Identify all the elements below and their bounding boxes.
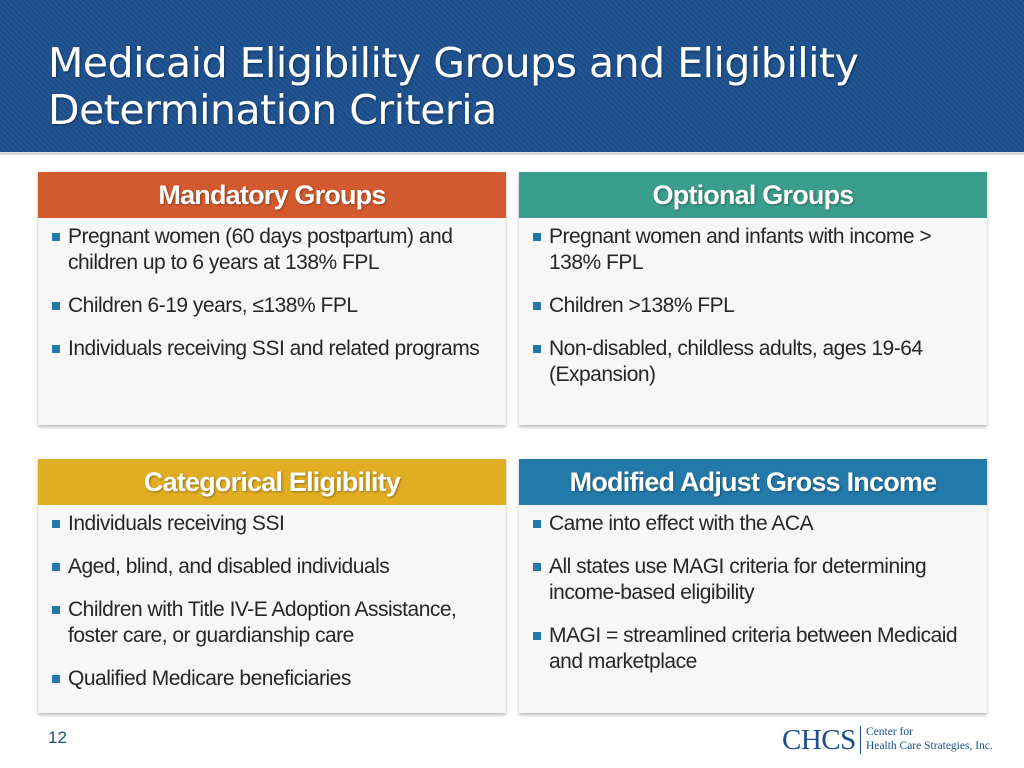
square-bullet-icon: [533, 302, 541, 310]
list-item: Individuals receiving SSI and related pr…: [52, 336, 496, 362]
magi-box: Modified Adjust Gross Income Came into e…: [519, 459, 987, 713]
square-bullet-icon: [52, 606, 60, 614]
list-item-text: All states use MAGI criteria for determi…: [549, 555, 927, 604]
list-item: Came into effect with the ACA: [533, 511, 977, 537]
list-item: All states use MAGI criteria for determi…: [533, 554, 977, 606]
mandatory-groups-box: Mandatory Groups Pregnant women (60 days…: [38, 172, 506, 425]
logo-line-2: Health Care Strategies, Inc.: [866, 740, 993, 752]
list-item-text: MAGI = streamlined criteria between Medi…: [549, 624, 958, 673]
list-item-text: Individuals receiving SSI and related pr…: [68, 337, 480, 360]
list-item: MAGI = streamlined criteria between Medi…: [533, 623, 977, 675]
list-item: Children >138% FPL: [533, 293, 977, 319]
square-bullet-icon: [52, 563, 60, 571]
mandatory-groups-list: Pregnant women (60 days postpartum) and …: [38, 218, 506, 362]
page-number: 12: [48, 728, 67, 747]
categorical-eligibility-heading: Categorical Eligibility: [38, 459, 506, 505]
slide-title: Medicaid Eligibility Groups and Eligibil…: [48, 39, 859, 134]
title-banner: Medicaid Eligibility Groups and Eligibil…: [0, 0, 1024, 155]
list-item-text: Came into effect with the ACA: [549, 512, 814, 535]
optional-groups-list: Pregnant women and infants with income >…: [519, 218, 987, 388]
square-bullet-icon: [52, 520, 60, 528]
square-bullet-icon: [533, 345, 541, 353]
chcs-logo: CHCS Center for Health Care Strategies, …: [782, 724, 993, 756]
list-item: Children with Title IV-E Adoption Assist…: [52, 597, 496, 649]
square-bullet-icon: [52, 302, 60, 310]
square-bullet-icon: [533, 563, 541, 571]
list-item: Qualified Medicare beneficiaries: [52, 666, 496, 692]
square-bullet-icon: [533, 233, 541, 241]
optional-groups-box: Optional Groups Pregnant women and infan…: [519, 172, 987, 425]
magi-list: Came into effect with the ACA All states…: [519, 505, 987, 675]
logo-line-1: Center for: [866, 726, 913, 738]
categorical-eligibility-box: Categorical Eligibility Individuals rece…: [38, 459, 506, 713]
list-item-text: Pregnant women and infants with income >…: [549, 225, 932, 274]
list-item-text: Children with Title IV-E Adoption Assist…: [68, 598, 457, 647]
logo-mark: CHCS: [782, 724, 856, 756]
magi-heading: Modified Adjust Gross Income: [519, 459, 987, 505]
list-item-text: Pregnant women (60 days postpartum) and …: [68, 225, 453, 274]
list-item: Individuals receiving SSI: [52, 511, 496, 537]
list-item-text: Children 6-19 years, ≤138% FPL: [68, 294, 358, 317]
optional-groups-heading: Optional Groups: [519, 172, 987, 218]
list-item: Non-disabled, childless adults, ages 19-…: [533, 336, 977, 388]
square-bullet-icon: [52, 675, 60, 683]
square-bullet-icon: [533, 520, 541, 528]
list-item-text: Qualified Medicare beneficiaries: [68, 667, 351, 690]
mandatory-groups-heading: Mandatory Groups: [38, 172, 506, 218]
list-item: Pregnant women (60 days postpartum) and …: [52, 224, 496, 276]
list-item: Aged, blind, and disabled individuals: [52, 554, 496, 580]
list-item-text: Aged, blind, and disabled individuals: [68, 555, 390, 578]
categorical-eligibility-list: Individuals receiving SSI Aged, blind, a…: [38, 505, 506, 692]
logo-divider: [860, 726, 861, 754]
list-item-text: Non-disabled, childless adults, ages 19-…: [549, 337, 923, 386]
list-item-text: Individuals receiving SSI: [68, 512, 285, 535]
square-bullet-icon: [52, 345, 60, 353]
list-item: Children 6-19 years, ≤138% FPL: [52, 293, 496, 319]
list-item-text: Children >138% FPL: [549, 294, 735, 317]
square-bullet-icon: [52, 233, 60, 241]
square-bullet-icon: [533, 632, 541, 640]
list-item: Pregnant women and infants with income >…: [533, 224, 977, 276]
